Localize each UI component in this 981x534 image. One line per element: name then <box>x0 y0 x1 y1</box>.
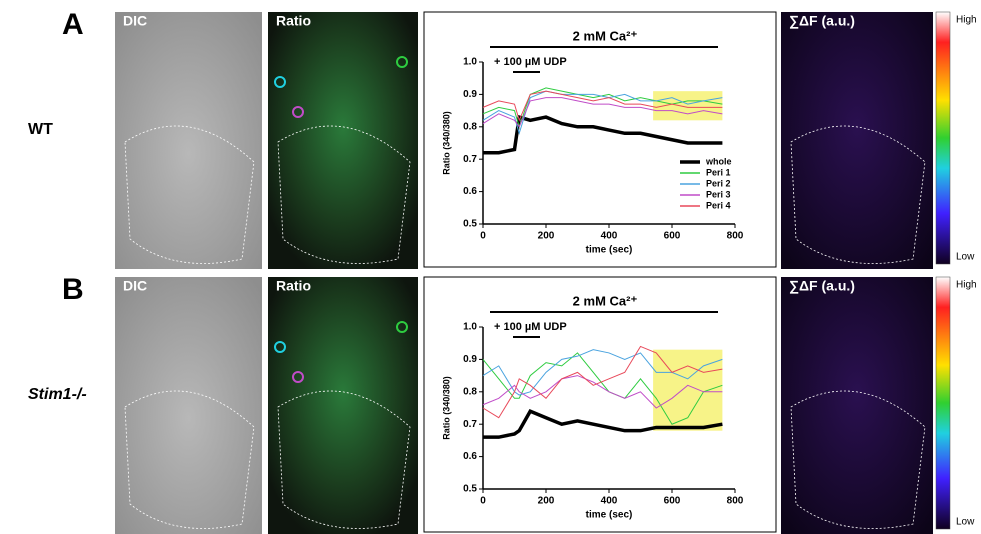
y-tick-label: 0.7 <box>463 154 477 165</box>
legend-label: Peri 2 <box>706 178 731 188</box>
micrograph <box>268 277 418 534</box>
x-tick-label: 400 <box>601 496 618 507</box>
y-tick-label: 0.8 <box>463 121 477 132</box>
x-tick-label: 200 <box>538 496 555 507</box>
micrograph <box>115 277 262 534</box>
colorbar-label: High <box>956 280 977 291</box>
series-line <box>482 97 723 128</box>
cell-outline <box>277 390 411 529</box>
roi-marker <box>292 106 304 118</box>
x-tick-label: 800 <box>727 496 744 507</box>
x-axis-label: time (sec) <box>586 510 633 521</box>
x-tick-label: 0 <box>480 231 486 242</box>
y-tick-label: 0.6 <box>463 186 477 197</box>
panel-label: A <box>62 8 84 41</box>
series-line <box>482 90 723 136</box>
y-axis-label: Ratio (340/380) <box>441 111 451 175</box>
y-tick-label: 0.7 <box>463 419 477 430</box>
x-tick-label: 600 <box>664 231 681 242</box>
y-axis-label: Ratio (340/380) <box>441 376 451 440</box>
cell-outline <box>124 125 255 264</box>
series-line <box>483 409 723 439</box>
colorbar-label: Low <box>956 517 975 528</box>
series-line <box>482 87 723 129</box>
y-tick-label: 1.0 <box>463 57 477 68</box>
image-label: Ratio <box>276 278 311 294</box>
series-line <box>482 345 723 419</box>
x-axis-label: time (sec) <box>586 245 633 256</box>
x-tick-label: 400 <box>601 231 618 242</box>
x-tick-label: 200 <box>538 231 555 242</box>
series-line <box>482 375 723 409</box>
image-label: DIC <box>123 13 147 29</box>
cell-outline <box>277 125 411 264</box>
series-line <box>482 352 723 425</box>
y-tick-label: 0.6 <box>463 451 477 462</box>
image-label: DIC <box>123 278 147 294</box>
legend-label: Peri 1 <box>706 167 731 177</box>
y-tick-label: 0.9 <box>463 89 477 100</box>
colorbar <box>935 11 951 265</box>
annotation: 2 mM Ca²⁺ <box>573 28 638 43</box>
image-label: Ratio <box>276 13 311 29</box>
micrograph <box>268 12 418 269</box>
cell-outline <box>790 125 926 264</box>
roi-marker <box>396 56 408 68</box>
colorbar-label: Low <box>956 252 975 263</box>
roi-marker <box>396 321 408 333</box>
y-tick-label: 0.5 <box>463 484 477 495</box>
y-tick-label: 1.0 <box>463 322 477 333</box>
legend-label: Peri 4 <box>706 200 731 210</box>
roi-marker <box>274 76 286 88</box>
series-line <box>482 349 723 396</box>
y-tick-label: 0.8 <box>463 386 477 397</box>
colorbar-label: High <box>956 15 977 26</box>
row-label: Stim1-/- <box>28 386 87 403</box>
cell-outline <box>124 390 255 529</box>
annotation: + 100 µM UDP <box>494 56 567 68</box>
panel-label: B <box>62 273 84 306</box>
x-tick-label: 600 <box>664 496 681 507</box>
roi-marker <box>292 371 304 383</box>
series-line <box>482 90 723 122</box>
annotation: 2 mM Ca²⁺ <box>573 293 638 308</box>
micrograph <box>781 12 933 269</box>
y-tick-label: 0.9 <box>463 354 477 365</box>
image-label: ∑ΔF (a.u.) <box>789 13 855 30</box>
row-label: WT <box>28 121 53 138</box>
cell-outline <box>790 390 926 529</box>
x-tick-label: 800 <box>727 231 744 242</box>
micrograph <box>115 12 262 269</box>
legend-label: whole <box>705 156 732 166</box>
annotation: + 100 µM UDP <box>494 321 567 333</box>
x-tick-label: 0 <box>480 496 486 507</box>
legend-label: Peri 3 <box>706 189 731 199</box>
colorbar <box>935 276 951 530</box>
roi-marker <box>274 341 286 353</box>
micrograph <box>781 277 933 534</box>
y-tick-label: 0.5 <box>463 219 477 230</box>
image-label: ∑ΔF (a.u.) <box>789 278 855 295</box>
